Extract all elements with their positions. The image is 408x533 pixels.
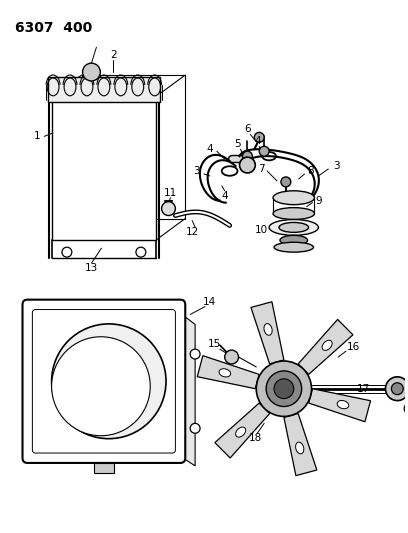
Circle shape (51, 324, 166, 439)
Ellipse shape (264, 324, 272, 335)
Circle shape (162, 201, 175, 215)
Circle shape (190, 349, 200, 359)
Text: 4: 4 (222, 191, 228, 201)
Circle shape (256, 361, 312, 416)
Polygon shape (284, 414, 317, 475)
Circle shape (82, 63, 100, 81)
Text: 12: 12 (186, 228, 199, 237)
Circle shape (239, 157, 255, 173)
Polygon shape (48, 77, 160, 102)
Text: 2: 2 (110, 50, 117, 60)
Circle shape (386, 377, 408, 401)
Text: 18: 18 (248, 433, 262, 443)
Text: 13: 13 (85, 263, 98, 273)
Ellipse shape (337, 400, 349, 409)
Polygon shape (52, 97, 156, 240)
Text: 14: 14 (203, 297, 217, 306)
Ellipse shape (274, 243, 313, 252)
Text: 8: 8 (307, 166, 314, 176)
Circle shape (225, 350, 239, 364)
Circle shape (404, 402, 408, 415)
Polygon shape (197, 356, 259, 389)
Circle shape (136, 247, 146, 257)
Circle shape (281, 177, 291, 187)
Ellipse shape (273, 208, 315, 220)
Text: 6307  400: 6307 400 (15, 21, 92, 35)
Text: 9: 9 (315, 196, 322, 206)
Text: 11: 11 (164, 188, 177, 198)
Text: 6: 6 (244, 124, 251, 134)
Polygon shape (298, 319, 353, 374)
Text: 3: 3 (193, 166, 200, 176)
Circle shape (242, 151, 252, 161)
Bar (94, 463, 114, 473)
Text: 4: 4 (254, 136, 261, 147)
Circle shape (62, 247, 72, 257)
Circle shape (51, 337, 150, 435)
FancyBboxPatch shape (22, 300, 185, 463)
Ellipse shape (296, 442, 304, 454)
Text: 3: 3 (333, 161, 339, 171)
Text: 16: 16 (346, 342, 359, 352)
Ellipse shape (269, 220, 318, 236)
Circle shape (266, 371, 302, 407)
Circle shape (259, 146, 269, 156)
Circle shape (254, 132, 264, 142)
Text: 1: 1 (34, 131, 41, 141)
Text: 15: 15 (208, 339, 222, 349)
Ellipse shape (219, 369, 231, 377)
Text: 10: 10 (255, 225, 268, 236)
Ellipse shape (280, 236, 308, 245)
Text: 5: 5 (234, 139, 241, 149)
Polygon shape (251, 302, 284, 364)
Ellipse shape (236, 427, 246, 437)
Polygon shape (309, 389, 370, 422)
Text: 7: 7 (258, 164, 264, 174)
Circle shape (190, 423, 200, 433)
Ellipse shape (322, 340, 332, 350)
Text: 17: 17 (357, 384, 370, 394)
Text: 4: 4 (206, 144, 213, 154)
Circle shape (391, 383, 403, 394)
Ellipse shape (279, 222, 308, 232)
Ellipse shape (273, 191, 315, 205)
Polygon shape (215, 403, 270, 458)
Polygon shape (175, 310, 195, 466)
Circle shape (274, 379, 294, 399)
